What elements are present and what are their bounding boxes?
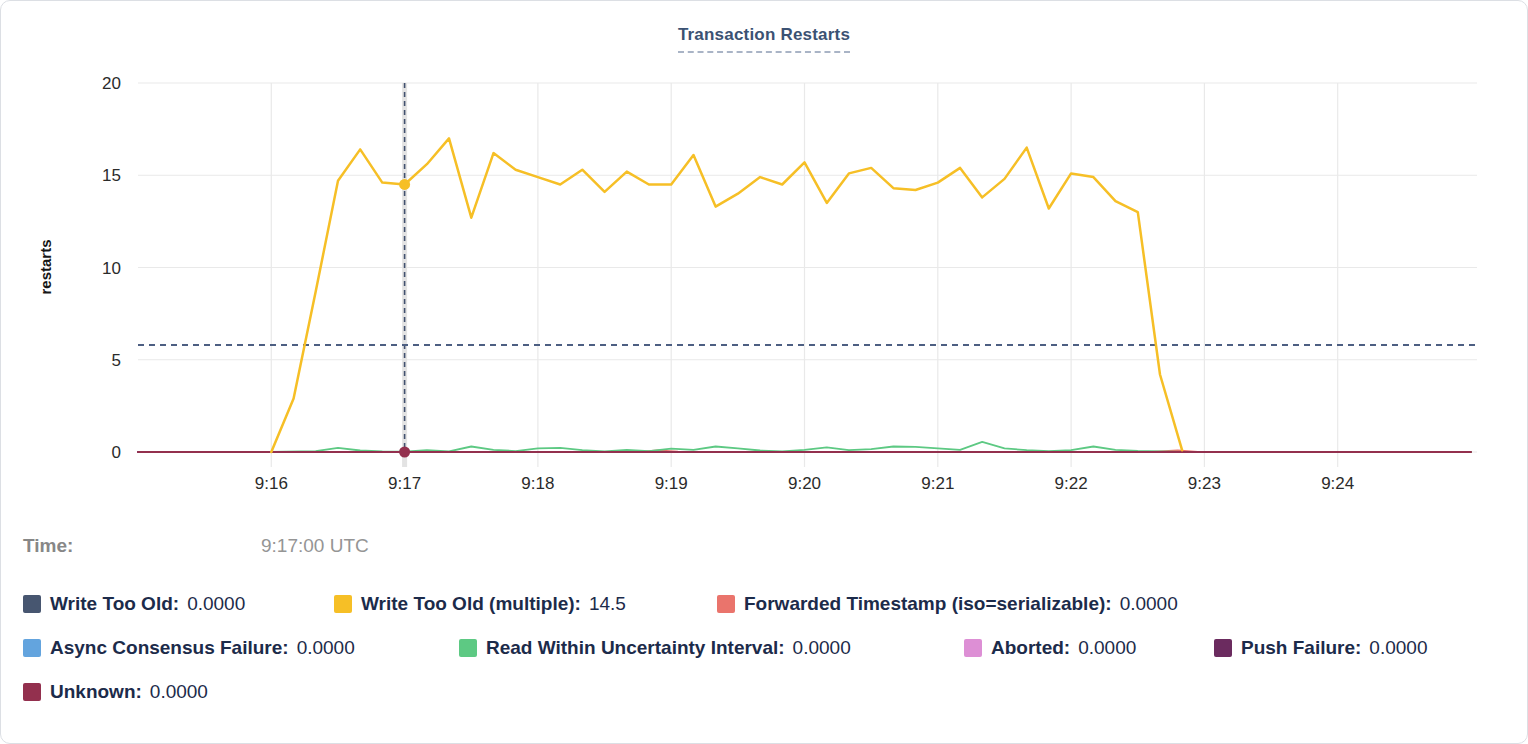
legend-item-push-failure[interactable]: Push Failure: 0.0000: [1214, 637, 1427, 659]
legend-value: 0.0000: [1078, 637, 1136, 659]
hover-time-label: Time:: [23, 535, 261, 557]
legend-swatch-icon: [23, 683, 41, 701]
x-tick-label: 9:16: [255, 474, 288, 493]
legend-item-read-within-uncertainty-interval[interactable]: Read Within Uncertainty Interval: 0.0000: [459, 637, 964, 659]
legend-value: 0.0000: [1369, 637, 1427, 659]
legend-swatch-icon: [23, 639, 41, 657]
legend-label: Read Within Uncertainty Interval:: [486, 637, 785, 659]
legend-swatch-icon: [334, 595, 352, 613]
legend-value: 0.0000: [1120, 593, 1178, 615]
x-tick-label: 9:24: [1321, 474, 1354, 493]
legend-swatch-icon: [964, 639, 982, 657]
legend-item-write-too-old-multiple[interactable]: Write Too Old (multiple): 14.5: [334, 593, 717, 615]
x-tick-label: 9:19: [655, 474, 688, 493]
hover-time-row: Time: 9:17:00 UTC: [23, 535, 369, 557]
legend-swatch-icon: [1214, 639, 1232, 657]
legend-value: 0.0000: [297, 637, 355, 659]
legend-row: Async Consensus Failure:0.0000Read Withi…: [23, 633, 1517, 663]
legend-value: 0.0000: [150, 681, 208, 703]
series-line-read-within-uncertainty-interval: [271, 442, 1471, 452]
y-tick-label: 20: [102, 74, 121, 93]
chart-legend: Write Too Old: 0.0000 Write Too Old (multi…: [23, 589, 1517, 721]
y-axis-title: restarts: [37, 239, 54, 294]
legend-label: Write Too Old (multiple):: [361, 593, 581, 615]
legend-swatch-icon: [23, 595, 41, 613]
legend-label: Unknown:: [50, 681, 142, 703]
transaction-restarts-chart[interactable]: 0 5 10 15 20 9:16 9:17 9:18 9:19 9:20 9:21 9:22 9:23…: [1, 1, 1528, 521]
x-tick-label: 9:21: [921, 474, 954, 493]
y-tick-label: 5: [112, 351, 121, 370]
chart-card: Transaction Restarts 051015209:169:179:1…: [0, 0, 1528, 744]
legend-item-aborted[interactable]: Aborted: 0.0000: [964, 637, 1214, 659]
legend-label: Async Consensus Failure:: [50, 637, 289, 659]
x-tick-label: 9:23: [1188, 474, 1221, 493]
legend-label: Push Failure:: [1241, 637, 1361, 659]
y-tick-label: 15: [102, 166, 121, 185]
legend-label: Write Too Old:: [50, 593, 179, 615]
legend-swatch-icon: [717, 595, 735, 613]
y-tick-label: 0: [112, 443, 121, 462]
y-tick-label: 10: [102, 259, 121, 278]
legend-value: 14.5: [589, 593, 626, 615]
x-tick-label: 9:18: [521, 474, 554, 493]
legend-item-async-consensus-failure[interactable]: Async Consensus Failure: 0.0000: [23, 637, 459, 659]
x-tick-label: 9:20: [788, 474, 821, 493]
x-tick-label: 9:17: [388, 474, 421, 493]
legend-swatch-icon: [459, 639, 477, 657]
legend-item-write-too-old[interactable]: Write Too Old: 0.0000: [23, 593, 334, 615]
legend-row: Write Too Old: 0.0000 Write Too Old (multi…: [23, 589, 1517, 619]
legend-value: 0.0000: [793, 637, 851, 659]
legend-item-unknown[interactable]: Unknown: 0.0000: [23, 681, 208, 703]
legend-value: 0.0000: [187, 593, 245, 615]
hover-time-value: 9:17:00 UTC: [261, 535, 369, 557]
hover-dot: [399, 447, 410, 458]
hover-dot: [399, 179, 410, 190]
legend-label: Forwarded Timestamp (iso=serializable):: [744, 593, 1112, 615]
legend-row: Unknown: 0.0000: [23, 677, 1517, 707]
legend-item-forwarded-timestamp-iso-serializable[interactable]: Forwarded Timestamp (iso=serializable): 0…: [717, 593, 1178, 615]
legend-label: Aborted:: [991, 637, 1070, 659]
x-tick-label: 9:22: [1055, 474, 1088, 493]
